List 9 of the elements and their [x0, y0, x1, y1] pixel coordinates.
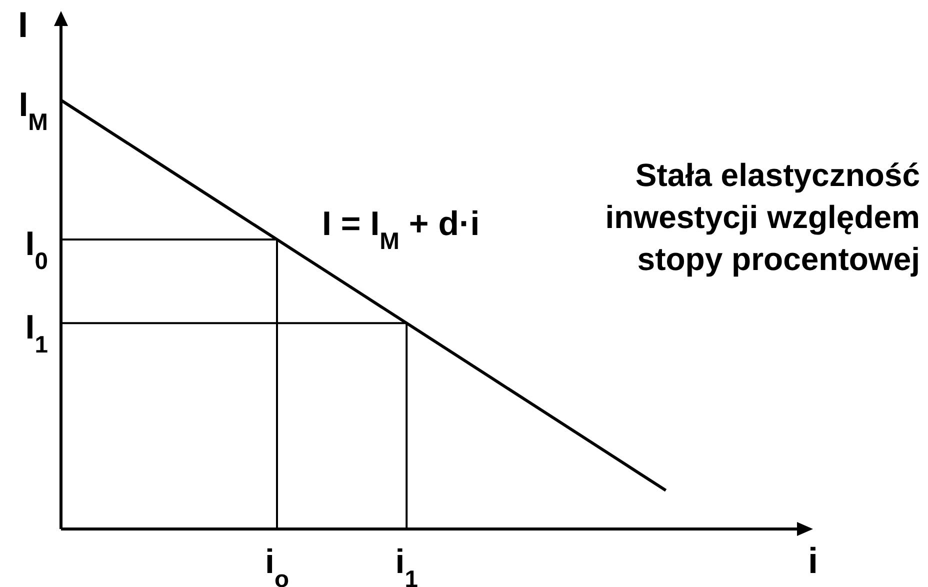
annotation: I = I$_{M}$ + d·i	[322, 205, 480, 254]
text: Stała elastyczność inwestycji względem stopy procentowej	[604, 156, 920, 279]
ref-line-label: I$_{0}$	[25, 224, 48, 274]
y-axis-title: I	[18, 4, 28, 45]
x-tick-label: i$_{1}$	[395, 543, 418, 587]
annotation: I$_{M}$	[18, 86, 48, 136]
x-axis-title: i	[808, 540, 818, 581]
ref-line-label: I$_{1}$	[25, 308, 48, 358]
x-tick-label: i$_{o}$	[265, 543, 289, 587]
